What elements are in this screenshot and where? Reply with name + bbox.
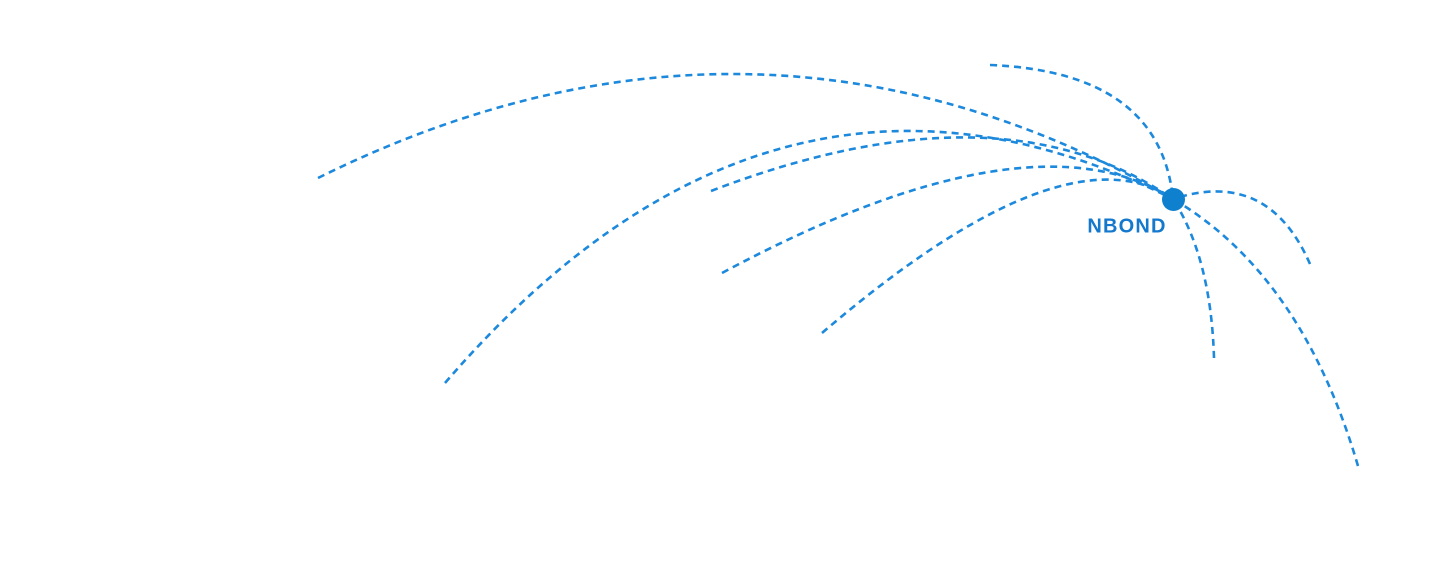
node-nbond[interactable] <box>1161 187 1185 211</box>
graph-edge <box>989 63 1175 200</box>
graph-edge <box>721 165 1174 275</box>
graph-edge <box>1172 190 1312 265</box>
graph-edge <box>444 129 1174 384</box>
graph-edge <box>1171 198 1216 359</box>
graph-edge <box>821 178 1174 334</box>
graph-edge <box>317 72 1174 201</box>
node-label-nbond: NBOND <box>1087 215 1167 238</box>
graph-edge <box>1172 197 1360 467</box>
graph-edge <box>710 136 1174 201</box>
